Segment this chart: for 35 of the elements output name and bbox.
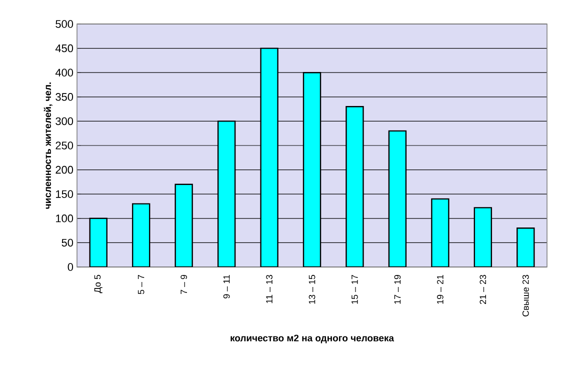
y-tick-label: 400 [55,68,74,76]
x-tick-label: 17 – 19 [394,274,401,304]
x-tick-label: До 5 [94,274,102,294]
x-tick-label: 7 – 9 [180,274,188,294]
y-tick-label: 100 [56,214,74,222]
y-tick-label: 250 [56,142,74,150]
bar [217,120,236,267]
bar [474,207,492,267]
x-tick-label: 5 – 7 [138,274,144,294]
bar [174,184,193,267]
x-tick-label: 11 – 13 [266,274,272,304]
bar [388,130,407,267]
x-tick-label: 15 – 17 [352,274,358,304]
bar [89,218,108,267]
y-tick-label: 0 [68,263,74,271]
y-tick-label: 150 [56,190,74,198]
x-tick-label: Свыше 23 [522,274,529,316]
y-axis-title: численность жителей, чел. [44,82,52,209]
y-tick-label: 500 [56,20,74,28]
y-tick-label: 450 [55,44,74,52]
y-tick-label: 50 [62,238,74,247]
bar [132,203,150,267]
x-tick-label: 9 – 11 [223,274,230,298]
bar [346,106,364,267]
y-tick-label: 350 [56,93,74,101]
x-tick-label: 19 – 21 [437,274,444,304]
x-tick-label: 21 – 23 [480,274,486,304]
bar [260,48,278,267]
x-tick-label: 13 – 15 [308,274,316,304]
bar [431,198,450,267]
y-tick-label: 300 [56,117,74,126]
y-tick-label: 200 [56,166,74,174]
bar [516,228,535,267]
bar [302,72,322,267]
x-axis-title: количество м2 на одного человека [230,334,394,344]
